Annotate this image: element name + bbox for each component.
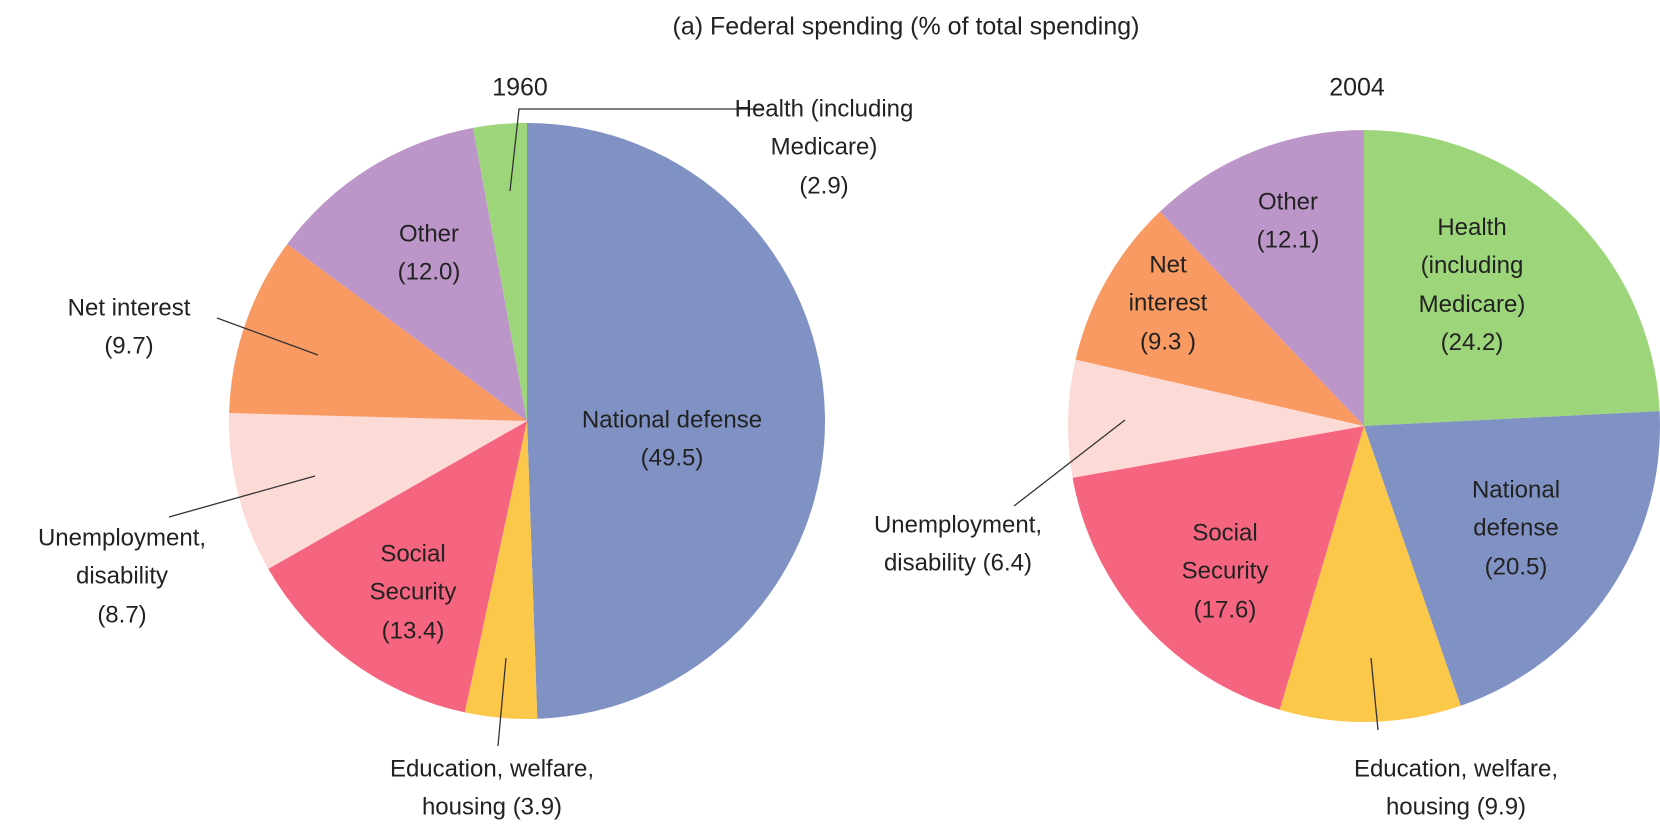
pie-title: 2004 <box>1329 73 1385 102</box>
category-name: Unemployment, disability <box>873 511 1043 577</box>
pie-slice <box>1072 426 1364 710</box>
slice-label: Education, welfare, housing (3.9) <box>357 751 627 828</box>
value-label: (12.1) <box>1256 227 1320 254</box>
slice-label: Other (12.1) <box>1243 184 1333 261</box>
pie-slice <box>1075 211 1364 426</box>
spacer <box>1470 794 1477 821</box>
figure-title: (a) Federal spending (% of total spendin… <box>672 12 1140 41</box>
value-label: (8.7) <box>97 601 147 629</box>
spacer <box>976 550 983 577</box>
category-name: Other <box>398 220 460 248</box>
value-label: (13.4) <box>381 617 445 645</box>
slice-label: Net interest (9.7) <box>19 290 239 367</box>
slice-label: National defense (49.5) <box>542 402 802 479</box>
category-name: Other <box>1257 188 1319 216</box>
slice-label: National defense (20.5) <box>1461 471 1571 586</box>
leader-line <box>1013 419 1126 507</box>
slice-label: Unemployment, disability (6.4) <box>843 507 1073 584</box>
pie-slice <box>229 244 528 421</box>
value-label: (3.9) <box>512 794 563 821</box>
value-label: (17.6) <box>1193 596 1257 624</box>
value-label: (2.9) <box>799 172 849 200</box>
category-name: National defense <box>1471 476 1561 542</box>
pie-slice <box>527 123 825 719</box>
pie-slice <box>473 123 527 421</box>
pie-slice <box>1160 130 1364 426</box>
category-name: Education, welfare, housing <box>389 755 595 821</box>
slice-label: Net interest (9.3 ) <box>1123 246 1213 361</box>
slice-label: Unemployment, disability (8.7) <box>12 519 232 634</box>
leader-line <box>216 317 319 356</box>
category-name: Social Security <box>1181 519 1269 585</box>
value-label: (20.5) <box>1484 553 1548 581</box>
pie-slice <box>1068 359 1364 478</box>
value-label: (49.5) <box>640 445 704 472</box>
category-name: National defense <box>581 406 763 434</box>
value-label: (12.0) <box>397 259 461 286</box>
category-name: Social Security <box>369 540 457 606</box>
pie-slice <box>287 127 527 421</box>
pie-slice <box>1364 130 1660 426</box>
pie-slice <box>229 413 527 569</box>
slice-label: Health (including Medicare) (24.2) <box>1407 209 1537 363</box>
leader-line <box>497 657 507 747</box>
pie-slice <box>464 421 538 719</box>
pie-slice <box>1364 411 1660 706</box>
category-name: Education, welfare, housing <box>1353 755 1559 821</box>
value-label: (9.7) <box>104 333 154 360</box>
category-name: Unemployment, disability <box>37 524 207 590</box>
value-label: (9.9) <box>1476 794 1527 821</box>
slice-label: Social Security (13.4) <box>358 535 468 650</box>
pie-slice <box>268 421 527 713</box>
spacer <box>506 794 513 821</box>
value-label: (6.4) <box>982 550 1033 577</box>
category-name: Net interest <box>67 294 191 322</box>
pie-slice <box>1279 426 1461 723</box>
pie-title: 1960 <box>492 73 548 102</box>
slice-label: Other (12.0) <box>384 216 474 293</box>
value-label: (9.3 ) <box>1139 328 1196 356</box>
slice-label: Education, welfare, housing (9.9) <box>1321 751 1591 828</box>
category-name: Health (including Medicare) <box>1418 214 1526 318</box>
slice-label: Social Security (17.6) <box>1170 514 1280 629</box>
value-label: (24.2) <box>1440 329 1504 357</box>
slice-label: Health (including Medicare) (2.9) <box>684 90 964 205</box>
leader-line <box>509 108 762 192</box>
leader-line <box>168 475 316 518</box>
category-name: Net interest <box>1128 251 1208 317</box>
category-name: Health (including Medicare) <box>734 95 914 161</box>
leader-line <box>1370 657 1379 731</box>
